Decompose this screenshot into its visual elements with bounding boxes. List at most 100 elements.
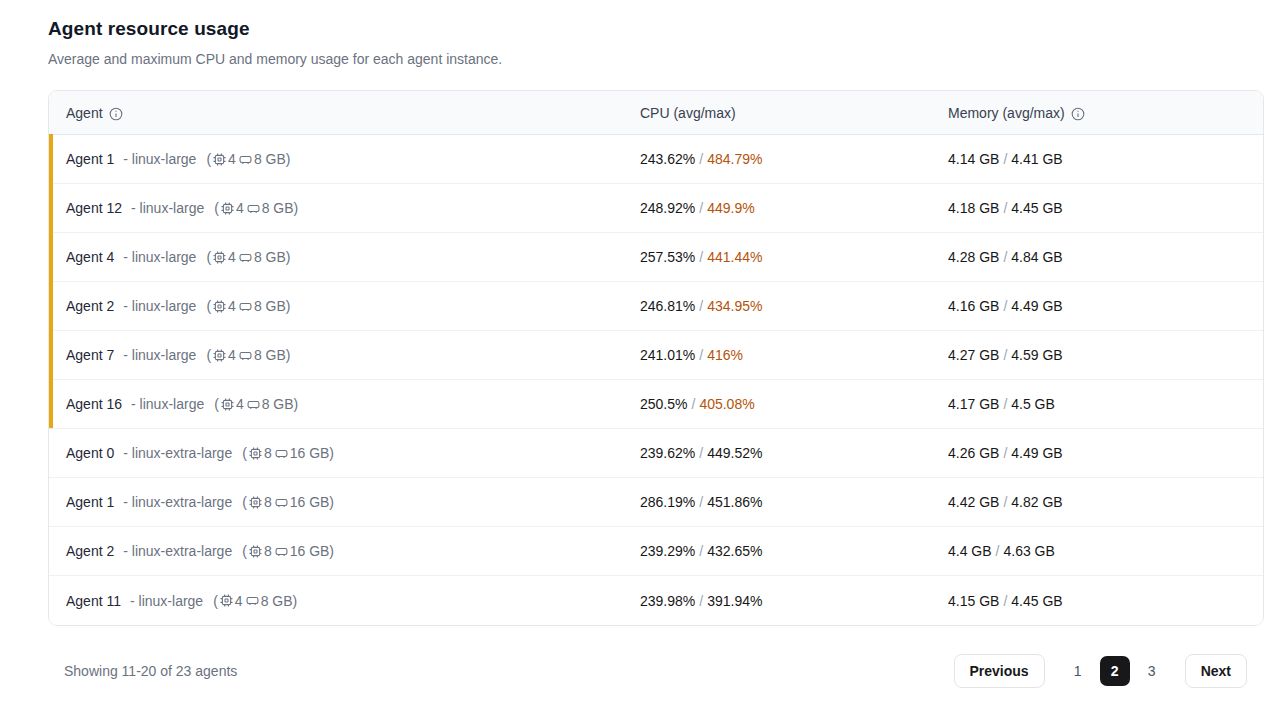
memory-max-value: 4.84 GB [1011,249,1062,265]
memory-slash: / [999,494,1011,510]
memory-slash: / [999,593,1011,609]
cpu-avg-value: 239.62% [640,445,695,461]
agent-cell: Agent 7 - linux-large ( 4 [49,347,640,363]
cpu-max-value: 416% [707,347,743,363]
memory-max-value: 4.5 GB [1011,396,1055,412]
page-list: 123 [1063,656,1167,686]
table-row: Agent 7 - linux-large ( 4 [49,331,1263,380]
memory-slash: / [999,151,1011,167]
memory-stick-icon [238,299,253,314]
specs-open-paren: ( [214,200,219,216]
cpu-max-value: 434.95% [707,298,762,314]
cpu-slash: / [695,445,707,461]
memory-avg-value: 4.28 GB [948,249,999,265]
agent-instance-type: - linux-large [131,396,204,412]
previous-page-button[interactable]: Previous [954,654,1045,688]
info-icon[interactable] [1071,107,1085,121]
agent-name: Agent 16 [66,396,122,412]
agent-cell: Agent 12 - linux-large ( 4 [49,200,640,216]
memory-amount: 8 GB) [254,298,291,314]
cpu-cell: 241.01%/416% [640,347,948,363]
cpu-chip-icon [248,495,263,510]
cpu-cell: 243.62%/484.79% [640,151,948,167]
memory-slash: / [999,347,1011,363]
page-title: Agent resource usage [48,18,1265,40]
column-header-memory: Memory (avg/max) [948,105,1263,121]
page-button-1[interactable]: 1 [1063,656,1093,686]
memory-avg-value: 4.15 GB [948,593,999,609]
pagination: Previous 123 Next [954,654,1265,688]
agent-cell: Agent 1 - linux-large ( 4 [49,151,640,167]
page-button-2[interactable]: 2 [1100,656,1130,686]
cpu-count: 8 [264,494,272,510]
cpu-avg-value: 286.19% [640,494,695,510]
cpu-max-value: 432.65% [707,543,762,559]
column-header-agent-label: Agent [66,105,103,121]
cpu-avg-value: 239.98% [640,593,695,609]
column-header-cpu-label: CPU (avg/max) [640,105,736,121]
cpu-avg-value: 243.62% [640,151,695,167]
cpu-chip-icon [220,201,235,216]
cpu-max-value: 451.86% [707,494,762,510]
cpu-slash: / [695,151,707,167]
agent-instance-type: - linux-large [130,593,203,609]
specs-open-paren: ( [214,396,219,412]
cpu-avg-value: 239.29% [640,543,695,559]
memory-max-value: 4.59 GB [1011,347,1062,363]
agent-name: Agent 1 [66,151,114,167]
memory-cell: 4.26 GB/4.49 GB [948,445,1263,461]
memory-max-value: 4.49 GB [1011,445,1062,461]
info-icon[interactable] [109,107,123,121]
agent-name: Agent 7 [66,347,114,363]
agent-resource-usage-page: Agent resource usage Average and maximum… [0,0,1285,688]
cpu-chip-icon [220,397,235,412]
memory-max-value: 4.49 GB [1011,298,1062,314]
cpu-avg-value: 241.01% [640,347,695,363]
memory-max-value: 4.45 GB [1011,593,1062,609]
cpu-max-value: 441.44% [707,249,762,265]
next-page-button[interactable]: Next [1185,654,1247,688]
cpu-slash: / [695,298,707,314]
cpu-count: 4 [228,249,236,265]
memory-max-value: 4.45 GB [1011,200,1062,216]
table-body: Agent 1 - linux-large ( 4 [49,135,1263,625]
agent-cell: Agent 2 - linux-extra-large ( 8 [49,543,640,559]
table-row: Agent 0 - linux-extra-large ( 8 [49,429,1263,478]
agent-name: Agent 4 [66,249,114,265]
table-row: Agent 12 - linux-large ( 4 [49,184,1263,233]
agent-name: Agent 0 [66,445,114,461]
memory-stick-icon [246,201,261,216]
agent-cell: Agent 0 - linux-extra-large ( 8 [49,445,640,461]
memory-cell: 4.16 GB/4.49 GB [948,298,1263,314]
cpu-count: 8 [264,445,272,461]
column-header-agent: Agent [49,105,640,121]
cpu-count: 4 [235,593,243,609]
cpu-count: 8 [264,543,272,559]
memory-cell: 4.4 GB/4.63 GB [948,543,1263,559]
memory-cell: 4.17 GB/4.5 GB [948,396,1263,412]
agent-cell: Agent 16 - linux-large ( 4 [49,396,640,412]
memory-slash: / [999,396,1011,412]
agent-specs: ( 8 [242,445,334,461]
agent-instance-type: - linux-extra-large [123,445,232,461]
cpu-cell: 239.29%/432.65% [640,543,948,559]
memory-amount: 8 GB) [262,200,299,216]
memory-stick-icon [274,544,289,559]
table-footer: Showing 11-20 of 23 agents Previous 123 … [48,654,1264,688]
page-subtitle: Average and maximum CPU and memory usage… [48,51,1265,67]
memory-amount: 8 GB) [262,396,299,412]
cpu-count: 4 [228,151,236,167]
memory-avg-value: 4.18 GB [948,200,999,216]
specs-open-paren: ( [206,249,211,265]
memory-cell: 4.14 GB/4.41 GB [948,151,1263,167]
agent-specs: ( 4 [206,151,290,167]
agent-cell: Agent 4 - linux-large ( 4 [49,249,640,265]
memory-amount: 16 GB) [290,445,334,461]
page-button-3[interactable]: 3 [1137,656,1167,686]
cpu-chip-icon [212,348,227,363]
memory-stick-icon [274,495,289,510]
memory-avg-value: 4.17 GB [948,396,999,412]
memory-cell: 4.27 GB/4.59 GB [948,347,1263,363]
memory-amount: 16 GB) [290,494,334,510]
specs-open-paren: ( [242,543,247,559]
